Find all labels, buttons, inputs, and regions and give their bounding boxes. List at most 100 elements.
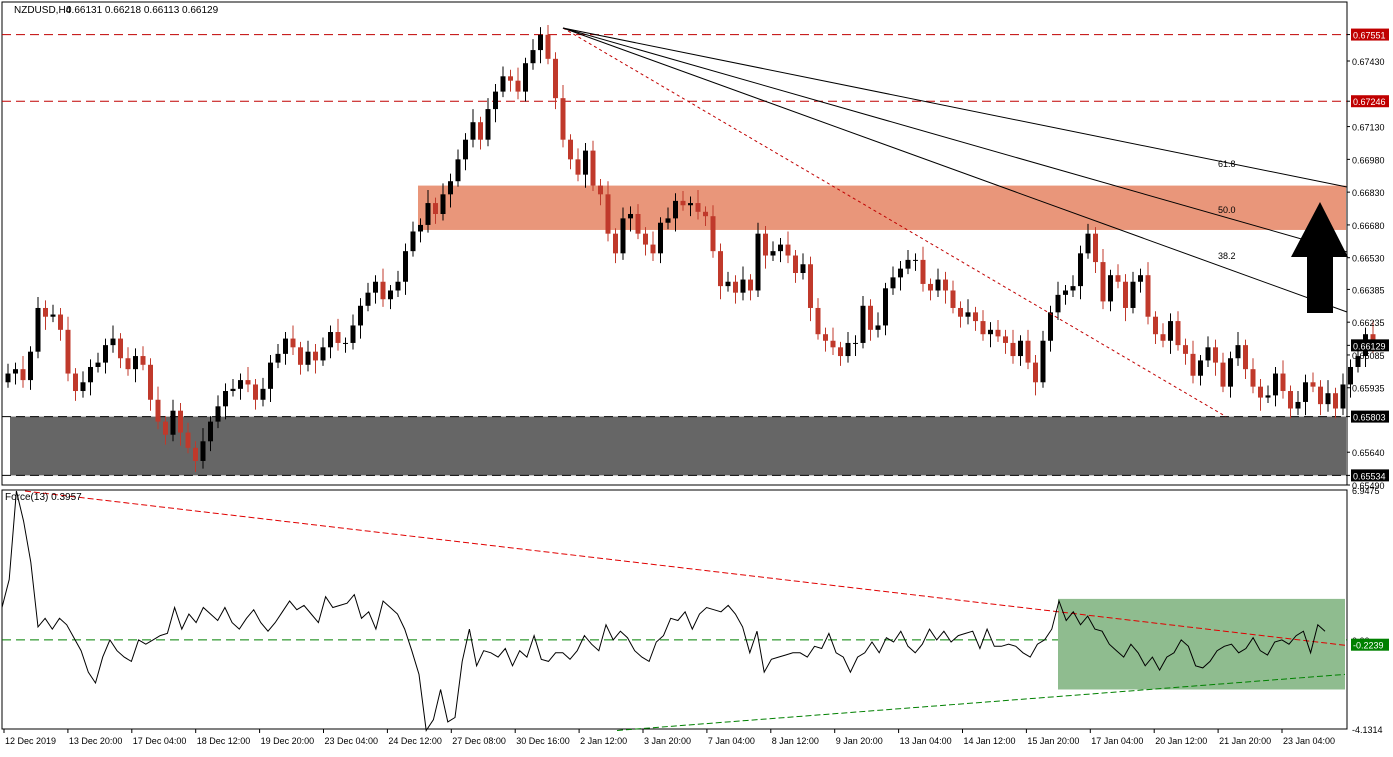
candle-body: [275, 353, 281, 363]
candle-body: [605, 194, 611, 234]
candle-body: [950, 290, 956, 308]
indicator-resistance-trendline: [24, 490, 1346, 646]
candle-body: [283, 338, 288, 354]
candle-body: [1063, 290, 1068, 295]
candle-body: [493, 91, 498, 110]
candle-body: [140, 356, 146, 365]
candle-body: [710, 216, 716, 252]
candle-body: [185, 432, 191, 448]
candle-body: [65, 329, 71, 374]
candle-body: [380, 281, 386, 300]
candle-body: [860, 305, 866, 343]
candle-body: [575, 159, 581, 175]
candle-body: [335, 332, 341, 343]
candle-body: [1288, 391, 1293, 409]
candle-body: [200, 441, 206, 461]
candle-body: [215, 406, 221, 422]
price-label: 0.67130: [1352, 123, 1385, 133]
candle-body: [800, 264, 806, 274]
candle-body: [1340, 384, 1346, 409]
candle-body: [1303, 382, 1308, 402]
candle-body: [1093, 233, 1098, 263]
time-label: 12 Dec 2019: [5, 736, 56, 746]
candle-body: [58, 314, 63, 330]
candle-body: [1040, 340, 1046, 383]
main-frame: [1, 1, 1348, 486]
candle-body: [1108, 275, 1113, 302]
candle-body: [530, 50, 536, 64]
candle-body: [1055, 294, 1061, 313]
main-panel: 38.2 50.0 61.8 0.67551 0.67430 0.67246 0.67130…: [1, 1, 1389, 491]
force-indicator-label: Force(13) 0.3957: [5, 492, 82, 503]
candle-body: [1355, 356, 1361, 367]
candle-body: [965, 312, 971, 317]
candle-body: [928, 283, 933, 291]
price-tag: [1351, 469, 1389, 482]
candle-body: [838, 347, 843, 357]
candle-body: [148, 364, 153, 400]
indicator-axis-label: 6.9475: [1352, 486, 1380, 496]
price-label: 0.66085: [1352, 351, 1385, 361]
candle-body: [163, 421, 168, 435]
candle-body: [223, 391, 228, 407]
price-label: 0.66385: [1352, 285, 1385, 295]
time-axis: 12 Dec 2019 13 Dec 20:00 17 Dec 04:00 18 De…: [3, 729, 1335, 746]
candle-body: [815, 307, 821, 335]
price-tag-label: 0.67246: [1353, 97, 1386, 107]
time-label: 7 Jan 04:00: [708, 736, 755, 746]
candle-body: [1085, 233, 1091, 254]
candle-body: [755, 233, 761, 291]
candle-body: [1100, 262, 1106, 302]
price-label: 0.65640: [1352, 448, 1385, 458]
candle-body: [13, 369, 18, 374]
candle-body: [1123, 281, 1128, 308]
candle-body: [1235, 345, 1241, 359]
candle-body: [1183, 345, 1188, 354]
candle-body: [740, 279, 746, 293]
candle-body: [1168, 321, 1173, 341]
candle-body: [883, 288, 888, 326]
time-label: 23 Jan 04:00: [1283, 736, 1335, 746]
candle-body: [920, 259, 926, 284]
time-label: 8 Jan 12:00: [772, 736, 819, 746]
indicator-tag: [1351, 638, 1389, 651]
candle-body: [553, 58, 558, 99]
candle-body: [1310, 382, 1316, 387]
fan-label-50.0: 50.0: [1218, 205, 1236, 215]
candle-body: [1265, 395, 1271, 398]
price-tag-label: 0.66129: [1353, 341, 1386, 351]
candle-body: [365, 292, 371, 306]
candle-body: [35, 307, 41, 352]
candle-body: [778, 244, 783, 252]
candle-body: [1213, 347, 1218, 363]
candle-body: [298, 347, 303, 365]
fan-label-38.2: 38.2: [1218, 251, 1236, 261]
candle-body: [50, 314, 56, 317]
candle-body: [1205, 347, 1211, 361]
candle-body: [830, 340, 836, 348]
candle-body: [1295, 401, 1301, 409]
candle-body: [1010, 342, 1016, 357]
candle-body: [95, 362, 101, 367]
candle-body: [523, 63, 528, 92]
candle-body: [440, 194, 446, 214]
time-label: 18 Dec 12:00: [197, 736, 251, 746]
time-label: 13 Dec 20:00: [69, 736, 123, 746]
candle-body: [193, 447, 198, 461]
candle-body: [110, 338, 116, 346]
candle-body: [583, 150, 588, 175]
candle-body: [1025, 340, 1031, 363]
candle-body: [320, 347, 326, 361]
candle-body: [898, 268, 903, 278]
candle-body: [1070, 286, 1076, 291]
candle-body: [1325, 393, 1331, 405]
candle-body: [568, 139, 573, 160]
candle-body: [1018, 340, 1023, 357]
candle-body: [350, 325, 356, 343]
candle-body: [253, 384, 258, 400]
candle-body: [103, 345, 108, 363]
candle-body: [853, 342, 858, 344]
price-label: 0.66680: [1352, 221, 1385, 231]
candle-body: [1145, 275, 1151, 317]
